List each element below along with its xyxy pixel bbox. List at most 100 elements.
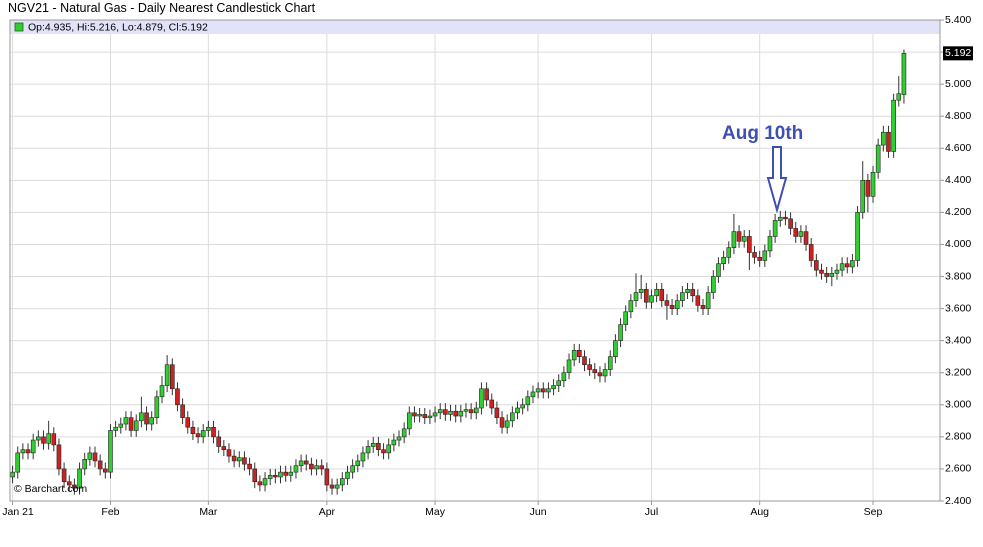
candle-body — [448, 410, 453, 415]
candle-body — [432, 412, 438, 417]
candle-body — [283, 471, 288, 476]
candle-body — [489, 399, 495, 409]
candle-body — [484, 388, 489, 401]
x-tick-label: Aug — [750, 506, 769, 518]
last-price-box — [943, 46, 973, 61]
candle-body — [288, 471, 294, 476]
candle-body — [458, 410, 464, 417]
candle-body — [252, 468, 258, 483]
candle-body — [695, 295, 701, 306]
candle-body — [360, 452, 366, 462]
y-tick-label: 3.800 — [945, 270, 971, 282]
candle-body — [664, 300, 670, 306]
candle-body — [628, 300, 634, 313]
candle-body — [324, 468, 330, 486]
candle-body — [705, 292, 711, 309]
candle-body — [195, 433, 201, 438]
candle-body — [329, 484, 335, 489]
candle-body — [417, 414, 422, 417]
candle-body — [169, 364, 175, 390]
candle-body — [829, 273, 835, 277]
candle-body — [278, 471, 283, 478]
candle-body — [844, 263, 850, 268]
y-tick-label: 3.000 — [945, 399, 971, 411]
candle-body — [834, 269, 840, 274]
candle-body — [783, 216, 788, 220]
y-tick-label: 4.600 — [945, 142, 971, 154]
candle-body — [551, 385, 556, 390]
candle-body — [370, 442, 376, 447]
candle-body — [633, 292, 639, 301]
candle-body — [623, 311, 629, 325]
candle-body — [798, 231, 804, 237]
candle-body — [891, 99, 896, 152]
candle-body — [504, 420, 510, 428]
candle-body — [407, 412, 412, 430]
x-tick-label: Feb — [101, 506, 119, 518]
candle-body — [365, 446, 371, 454]
candle-body — [216, 436, 221, 447]
candle-body — [340, 478, 345, 486]
annotation: Aug 10th — [722, 123, 803, 144]
candle-body — [41, 436, 46, 444]
candle-body — [211, 426, 216, 438]
candle-body — [319, 465, 325, 470]
candle-body — [381, 449, 386, 454]
candle-body — [736, 231, 742, 242]
candle-body — [721, 256, 726, 265]
candle-body — [808, 244, 814, 261]
candle-body — [644, 289, 649, 303]
candle-body — [803, 231, 809, 245]
candle-body — [592, 369, 598, 374]
candle-body — [10, 471, 15, 478]
candle-body — [247, 463, 252, 470]
candle-body — [839, 263, 845, 271]
candle-body — [546, 388, 551, 393]
candle-body — [97, 460, 103, 470]
candle-body — [597, 372, 603, 377]
candle-body — [613, 340, 618, 357]
candle-body — [293, 465, 299, 473]
candle-body — [473, 407, 479, 414]
candle-body — [566, 359, 572, 374]
y-tick-label: 2.600 — [945, 463, 971, 475]
candle-body — [571, 349, 577, 361]
candle-body — [391, 439, 397, 446]
candle-body — [582, 356, 587, 366]
chart-title: NGV21 - Natural Gas - Daily Nearest Cand… — [8, 1, 316, 15]
y-tick-label: 4.200 — [945, 206, 971, 218]
candle-body — [865, 180, 871, 197]
candle-body — [309, 463, 314, 470]
candle-body — [118, 423, 124, 428]
candle-body — [726, 247, 732, 258]
plot-border — [9, 19, 941, 502]
candle-body — [350, 465, 355, 473]
candle-body — [767, 236, 773, 252]
candle-body — [870, 172, 876, 197]
candle-body — [66, 481, 72, 486]
candle-body — [113, 426, 118, 431]
candle-body — [190, 426, 196, 434]
candle-body — [30, 439, 36, 454]
candle-body — [649, 295, 654, 303]
candle-body — [77, 468, 82, 489]
candle-body — [901, 53, 907, 95]
y-tick-label: 3.600 — [945, 302, 971, 314]
candle-body — [200, 430, 206, 438]
x-tick-label: Jan 21 — [2, 506, 34, 518]
candle-body — [607, 356, 613, 370]
candle-body — [814, 260, 819, 271]
candle-body — [540, 388, 546, 393]
candle-body — [376, 442, 381, 450]
candle-body — [82, 459, 88, 470]
candle-body — [618, 324, 623, 341]
candle-body — [669, 305, 675, 309]
candle-body — [386, 444, 391, 454]
candle-body — [103, 468, 108, 473]
candle-body — [638, 289, 644, 293]
candle-body — [659, 289, 665, 301]
candle-body — [747, 236, 752, 253]
candle-body — [788, 218, 793, 229]
candle-body — [731, 231, 737, 248]
